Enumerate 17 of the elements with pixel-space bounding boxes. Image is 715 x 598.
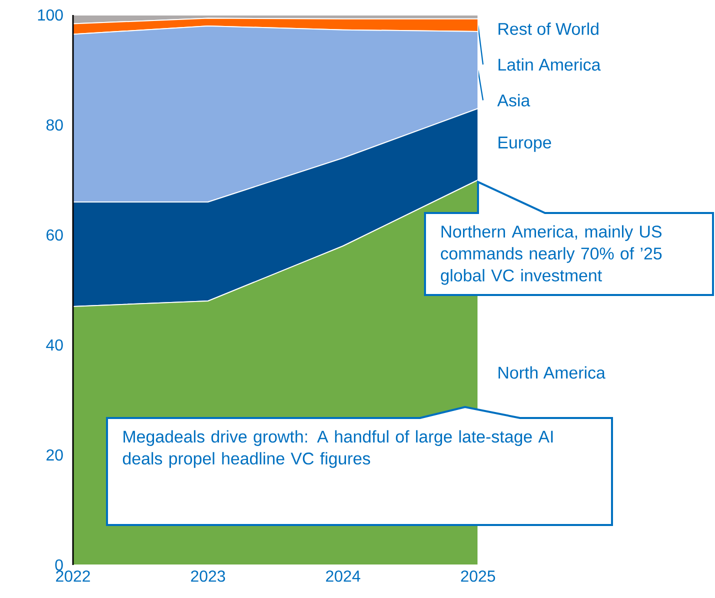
annotation: Northern America, mainly US commands nearly 70% of ’25 global VC investment — [440, 225, 662, 285]
y-tick-label: 100 — [38, 9, 63, 21]
y-tick-label: 60 — [46, 229, 63, 241]
series-label: North America — [498, 366, 606, 379]
x-tick-label: 2022 — [56, 570, 90, 582]
y-tick-label: 20 — [46, 449, 63, 461]
y-tick-label: 40 — [46, 339, 63, 351]
x-tick-label: 2025 — [461, 570, 496, 582]
x-tick-label: 2023 — [191, 570, 226, 582]
y-tick-label: 0 — [55, 559, 63, 571]
annotation: Megadeals drive growth: A handful of large late-stage AI deals propel headline VC figures — [122, 430, 553, 468]
x-tick-label: 2024 — [326, 570, 360, 582]
series-label: Europe — [498, 136, 552, 152]
series-label: Latin America — [498, 58, 601, 71]
y-tick-label: 80 — [46, 119, 63, 131]
series-label: Rest of World — [498, 22, 598, 35]
series-label: Asia — [497, 94, 530, 106]
